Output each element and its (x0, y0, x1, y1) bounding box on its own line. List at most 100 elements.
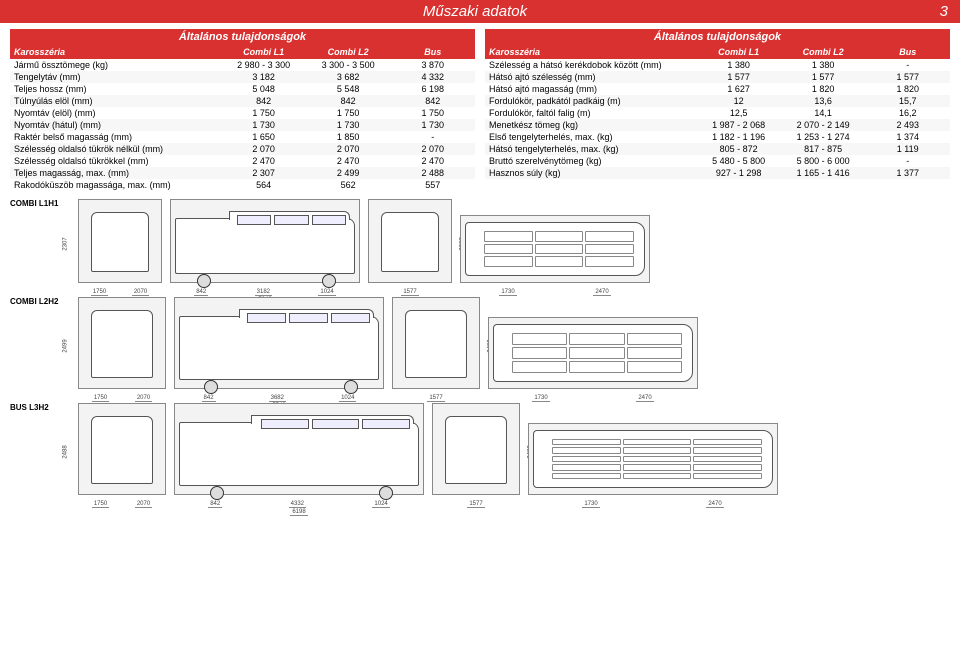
table-row: Nyomtáv (elöl) (mm) 1 750 1 750 1 750 (10, 107, 475, 119)
table-right: Általános tulajdonságok Karosszéria Comb… (485, 29, 950, 191)
th-body: Karosszéria (10, 45, 221, 59)
table-row: Teljes magasság, max. (mm) 2 307 2 499 2… (10, 167, 475, 179)
row-val: 1 730 (390, 119, 475, 131)
row-val: 1 850 (306, 131, 391, 143)
table-row: Túlnyúlás elöl (mm) 842 842 842 (10, 95, 475, 107)
row-label: Hátsó tengelyterhelés, max. (kg) (485, 143, 696, 155)
row-val: 15,7 (865, 95, 950, 107)
table-row: Szélesség oldalsó tükrök nélkül (mm) 2 0… (10, 143, 475, 155)
table-row: Hasznos súly (kg) 927 - 1 298 1 165 - 1 … (485, 167, 950, 179)
row-label: Szélesség oldalsó tükrökkel (mm) (10, 155, 221, 167)
row-val: 2 070 (390, 143, 475, 155)
row-val: - (390, 131, 475, 143)
row-val: 6 198 (390, 83, 475, 95)
row-label: Hátsó ajtó magasság (mm) (485, 83, 696, 95)
row-val: 3 300 - 3 500 (306, 59, 391, 71)
table-row: Teljes hossz (mm) 5 048 5 548 6 198 (10, 83, 475, 95)
row-val: 4 332 (390, 71, 475, 83)
row-val: 2 499 (306, 167, 391, 179)
row-val: 1 374 (865, 131, 950, 143)
table-row: Hátsó ajtó magasság (mm) 1 627 1 820 1 8… (485, 83, 950, 95)
row-label: Tengelytáv (mm) (10, 71, 221, 83)
row-val: 927 - 1 298 (696, 167, 781, 179)
row-val: 564 (221, 179, 306, 191)
table-row: Bruttó szerelvénytömeg (kg) 5 480 - 5 80… (485, 155, 950, 167)
row-label: Raktér belső magasság (mm) (10, 131, 221, 143)
row-val: 2 493 (865, 119, 950, 131)
row-val: 1 182 - 1 196 (696, 131, 781, 143)
row-val: 1 750 (390, 107, 475, 119)
row-val: 2 488 (390, 167, 475, 179)
front-view: 17502070 2499 (78, 297, 166, 389)
spec-tables: Általános tulajdonságok Karosszéria Comb… (0, 29, 960, 191)
table-left: Általános tulajdonságok Karosszéria Comb… (10, 29, 475, 191)
row-val: 2 070 (221, 143, 306, 155)
row-val: 3 682 (306, 71, 391, 83)
th-bus: Bus (390, 45, 475, 59)
row-val: 16,2 (865, 107, 950, 119)
table-row: Jármű össztömege (kg) 2 980 - 3 300 3 30… (10, 59, 475, 71)
row-val: 3 870 (390, 59, 475, 71)
row-val: 1 165 - 1 416 (781, 167, 866, 179)
row-label: Bruttó szerelvénytömeg (kg) (485, 155, 696, 167)
row-val: 1 253 - 1 274 (781, 131, 866, 143)
row-val: 557 (390, 179, 475, 191)
row-val: 2 470 (221, 155, 306, 167)
side-view: 84243321024 6198 (174, 403, 424, 495)
row-val: 842 (221, 95, 306, 107)
row-val: 12 (696, 95, 781, 107)
variant-label: COMBI L1H1 (10, 199, 70, 208)
variant-row: BUS L3H2 17502070 2488 84243321024 6198 … (10, 403, 950, 495)
row-val: 842 (306, 95, 391, 107)
side-view: 84231821024 5048 (170, 199, 360, 283)
top-view: 17302470 (488, 317, 698, 389)
row-val: 2 070 (306, 143, 391, 155)
row-val: 2 980 - 3 300 (221, 59, 306, 71)
table-right-grid: Karosszéria Combi L1 Combi L2 Bus Széles… (485, 45, 950, 179)
row-val: 1 820 (865, 83, 950, 95)
row-label: Menetkész tömeg (kg) (485, 119, 696, 131)
row-val: 5 548 (306, 83, 391, 95)
row-val: 1 650 (221, 131, 306, 143)
row-val: 805 - 872 (696, 143, 781, 155)
th-l1-r: Combi L1 (696, 45, 781, 59)
variant-label: BUS L3H2 (10, 403, 70, 412)
table-row: Raktér belső magasság (mm) 1 650 1 850 - (10, 131, 475, 143)
table-left-grid: Karosszéria Combi L1 Combi L2 Bus Jármű … (10, 45, 475, 191)
row-val: 3 182 (221, 71, 306, 83)
row-label: Rakodóküszöb magassága, max. (mm) (10, 179, 221, 191)
front-view: 17502070 2488 (78, 403, 166, 495)
table-row: Hátsó tengelyterhelés, max. (kg) 805 - 8… (485, 143, 950, 155)
table-right-group: Általános tulajdonságok (485, 29, 950, 45)
rear-view: 2499 1577 (392, 297, 480, 389)
row-val: 2 070 - 2 149 (781, 119, 866, 131)
row-val: 2 470 (306, 155, 391, 167)
row-val: 1 730 (306, 119, 391, 131)
top-view: 17302470 (528, 423, 778, 495)
table-row: Szélesség oldalsó tükrökkel (mm) 2 470 2… (10, 155, 475, 167)
table-row: Nyomtáv (hátul) (mm) 1 730 1 730 1 730 (10, 119, 475, 131)
row-label: Szélesség a hátsó kerékdobok között (mm) (485, 59, 696, 71)
row-label: Túlnyúlás elöl (mm) (10, 95, 221, 107)
row-val: 562 (306, 179, 391, 191)
row-val: 1 380 (696, 59, 781, 71)
th-l2: Combi L2 (306, 45, 391, 59)
row-val: 5 800 - 6 000 (781, 155, 866, 167)
table-row: Fordulókör, faltól falig (m) 12,5 14,1 1… (485, 107, 950, 119)
row-val: - (865, 155, 950, 167)
page-header: Műszaki adatok 3 (0, 0, 960, 23)
row-val: 1 987 - 2 068 (696, 119, 781, 131)
diagram-area: COMBI L1H1 17502070 2307 84231821024 504… (0, 191, 960, 495)
row-val: 1 377 (865, 167, 950, 179)
row-val: 817 - 875 (781, 143, 866, 155)
row-label: Hasznos súly (kg) (485, 167, 696, 179)
row-label: Teljes hossz (mm) (10, 83, 221, 95)
variant-row: COMBI L1H1 17502070 2307 84231821024 504… (10, 199, 950, 283)
th-body-r: Karosszéria (485, 45, 696, 59)
page-number: 3 (940, 3, 948, 20)
th-l1: Combi L1 (221, 45, 306, 59)
rear-view: 2488 1577 (432, 403, 520, 495)
row-val: 842 (390, 95, 475, 107)
table-row: Menetkész tömeg (kg) 1 987 - 2 068 2 070… (485, 119, 950, 131)
variant-row: COMBI L2H2 17502070 2499 84236821024 554… (10, 297, 950, 389)
